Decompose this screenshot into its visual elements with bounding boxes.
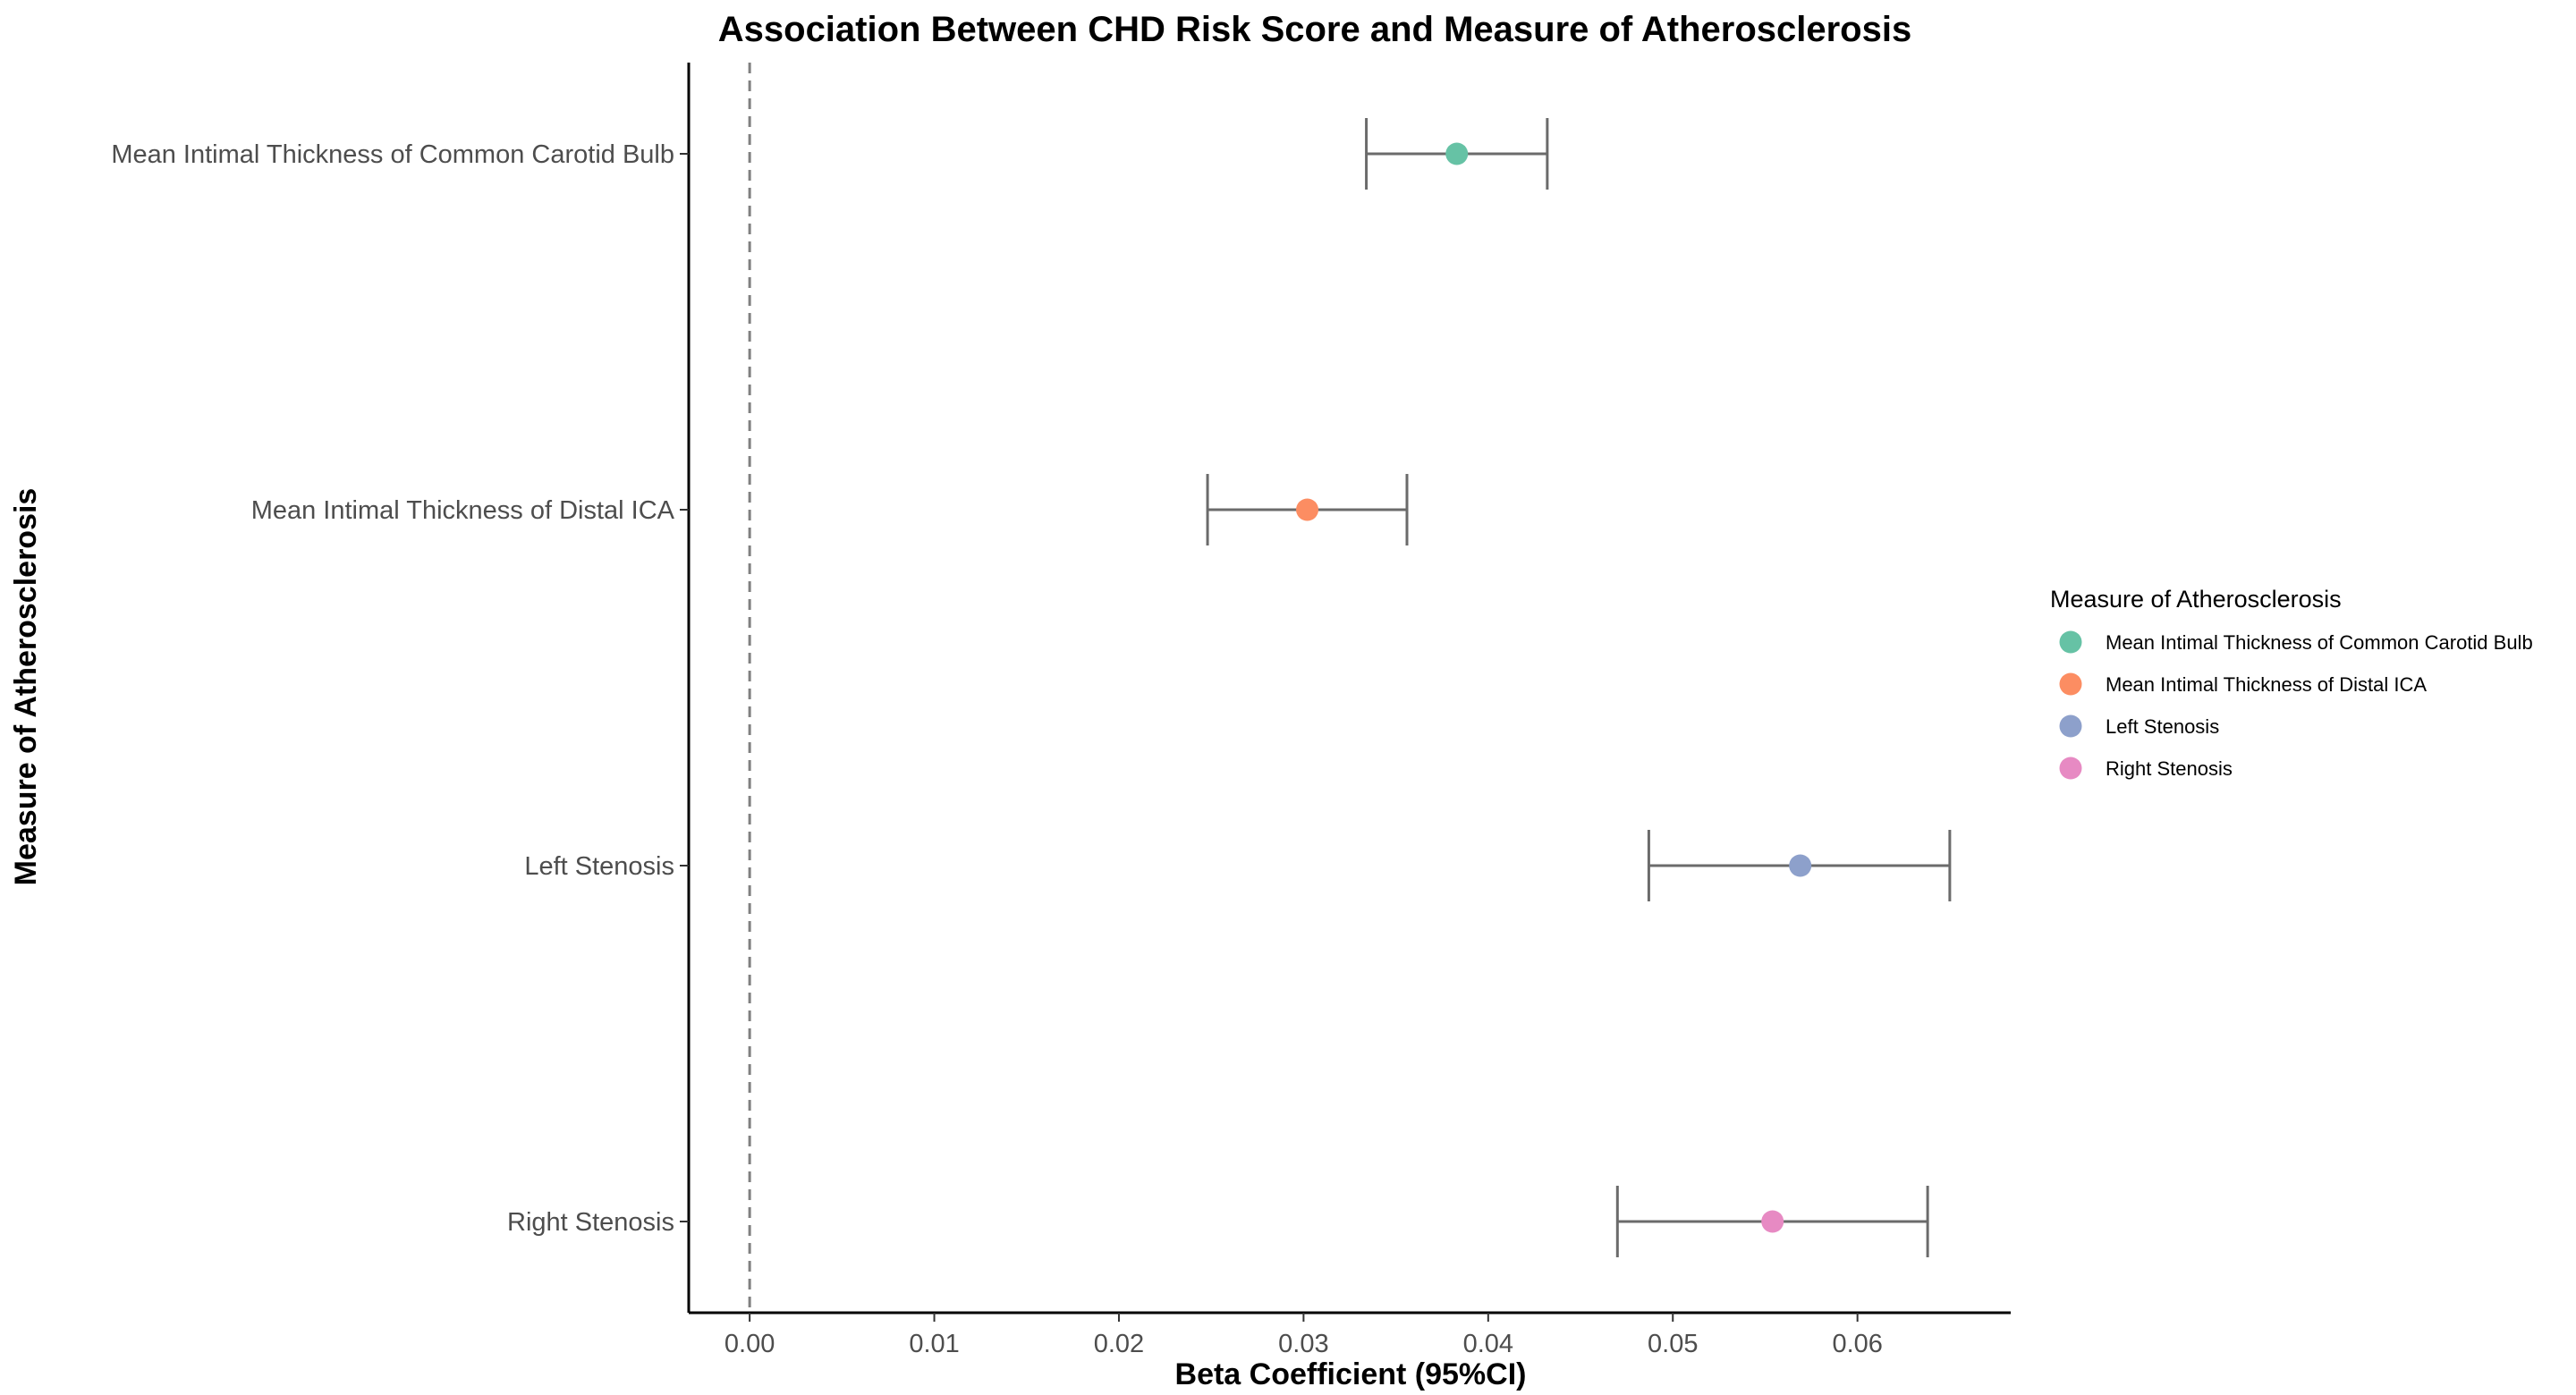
x-tick-label: 0.00 bbox=[724, 1330, 775, 1358]
y-tick-label: Mean Intimal Thickness of Distal ICA bbox=[251, 496, 675, 525]
x-tick-label: 0.03 bbox=[1278, 1330, 1328, 1358]
legend-label: Mean Intimal Thickness of Distal ICA bbox=[2106, 673, 2427, 696]
legend-key bbox=[2059, 672, 2082, 696]
chart-title: Association Between CHD Risk Score and M… bbox=[718, 10, 1911, 49]
x-tick-label: 0.06 bbox=[1832, 1330, 1882, 1358]
legend-label: Left Stenosis bbox=[2106, 715, 2219, 738]
x-axis-ticks: 0.00 0.01 0.02 0.03 0.04 0.05 0.06 bbox=[724, 1313, 1883, 1358]
x-tick-label: 0.04 bbox=[1463, 1330, 1513, 1358]
legend-items: Mean Intimal Thickness of Common Carotid… bbox=[2059, 630, 2533, 780]
legend-key bbox=[2059, 630, 2082, 654]
x-tick-label: 0.02 bbox=[1094, 1330, 1144, 1358]
y-axis-ticks: Mean Intimal Thickness of Common Carotid… bbox=[111, 140, 689, 1237]
y-axis-title: Measure of Atherosclerosis bbox=[9, 488, 43, 886]
y-tick-label: Right Stenosis bbox=[507, 1208, 674, 1237]
data-points bbox=[1296, 142, 1812, 1233]
legend-key bbox=[2059, 757, 2082, 780]
x-axis-title: Beta Coefficient (95%CI) bbox=[1175, 1357, 1527, 1391]
x-tick-label: 0.05 bbox=[1648, 1330, 1698, 1358]
data-point bbox=[1789, 854, 1812, 877]
data-point bbox=[1445, 142, 1469, 165]
legend-key bbox=[2059, 714, 2082, 738]
plot-area bbox=[748, 63, 1952, 1313]
x-tick-label: 0.01 bbox=[909, 1330, 959, 1358]
error-bars bbox=[1206, 118, 1952, 1257]
y-tick-label: Mean Intimal Thickness of Common Carotid… bbox=[111, 140, 674, 169]
y-tick-label: Left Stenosis bbox=[524, 852, 674, 881]
legend: Measure of Atherosclerosis Mean Intimal … bbox=[2050, 586, 2533, 780]
legend-title: Measure of Atherosclerosis bbox=[2050, 586, 2342, 613]
data-point bbox=[1761, 1210, 1784, 1233]
data-point bbox=[1296, 498, 1319, 521]
legend-label: Mean Intimal Thickness of Common Carotid… bbox=[2106, 631, 2533, 654]
legend-label: Right Stenosis bbox=[2106, 757, 2233, 780]
